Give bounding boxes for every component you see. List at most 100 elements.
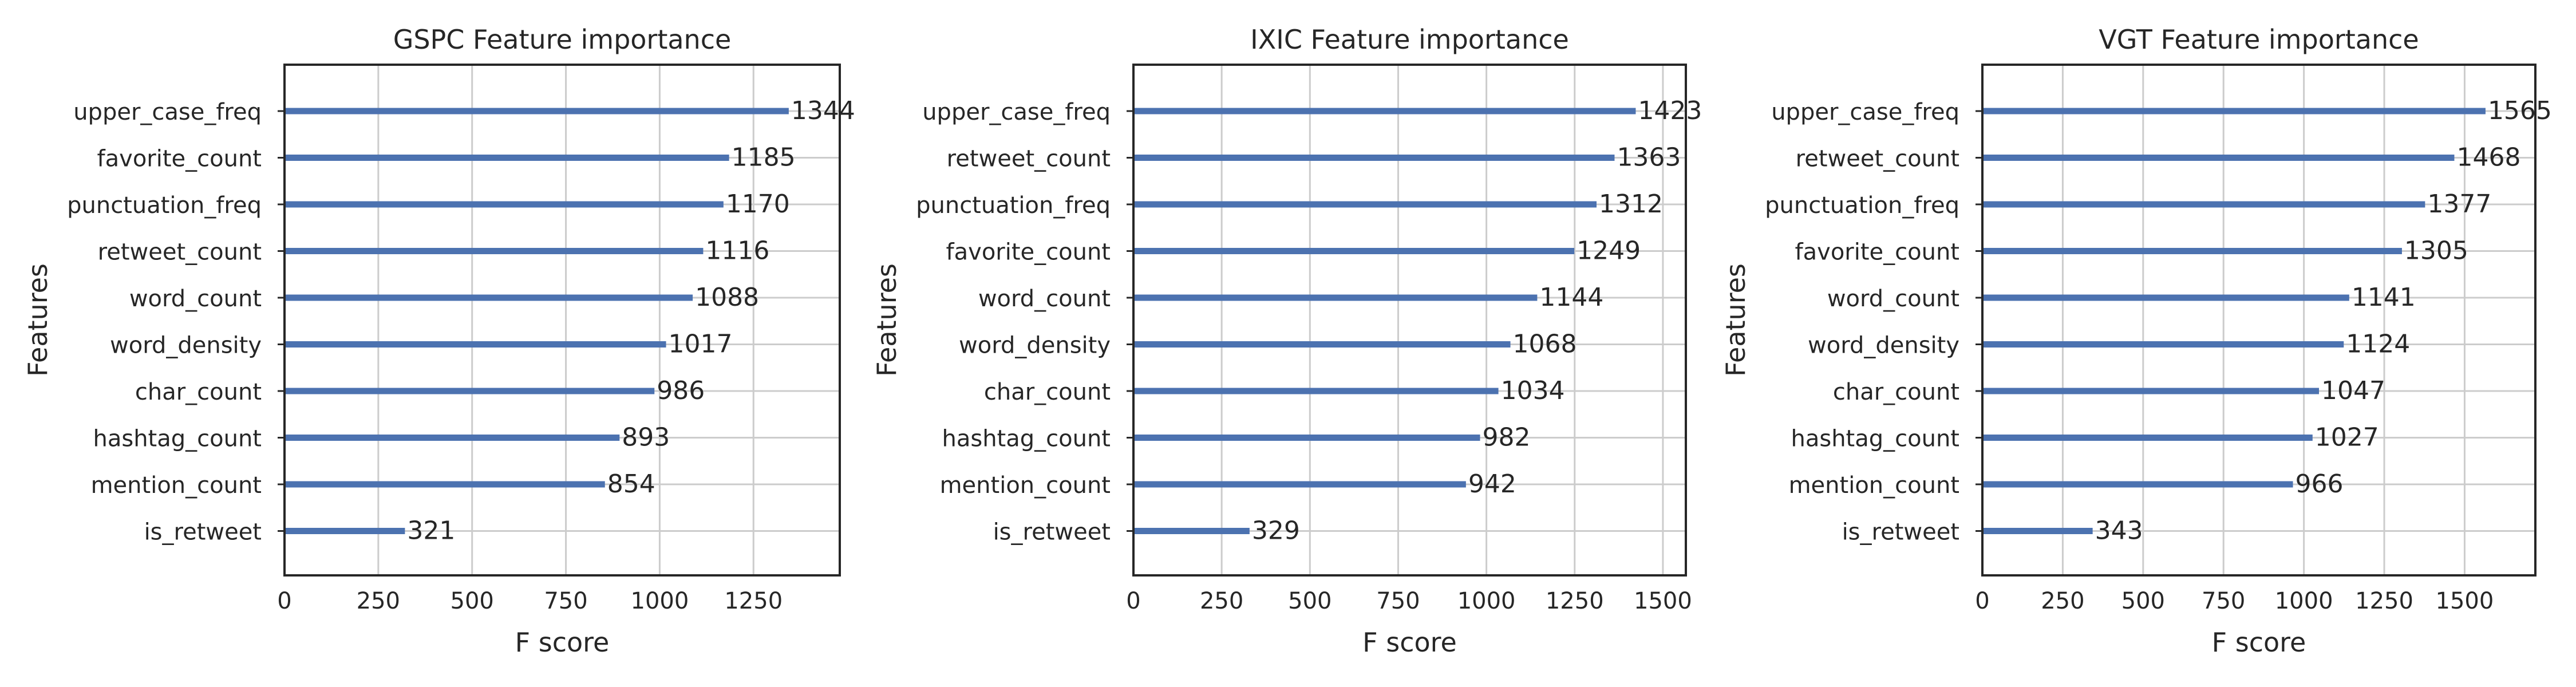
bar-value-label: 1027 xyxy=(2315,423,2379,452)
x-tick-label: 1000 xyxy=(631,588,689,614)
bar-value-label: 1017 xyxy=(669,330,733,359)
bar xyxy=(285,201,724,208)
bar xyxy=(1133,294,1538,301)
bar xyxy=(285,528,405,534)
x-tick-label: 750 xyxy=(1376,588,1420,614)
x-tick-label: 1500 xyxy=(1634,588,1692,614)
plot-frame xyxy=(1132,64,1687,577)
bar-value-label: 986 xyxy=(657,376,705,405)
x-tick-label: 0 xyxy=(277,588,291,614)
bar-value-label: 1363 xyxy=(1617,143,1681,172)
y-tick-label: retweet_count xyxy=(98,239,262,266)
bar-value-label: 1068 xyxy=(1513,330,1577,359)
bar xyxy=(1982,341,2344,348)
bar-value-label: 1034 xyxy=(1501,376,1565,405)
x-tick-label: 1000 xyxy=(2275,588,2333,614)
bar xyxy=(1982,108,2486,114)
y-axis-label: Features xyxy=(22,263,53,377)
y-tick-label: word_density xyxy=(1808,333,1959,359)
y-tick-label: char_count xyxy=(135,379,262,405)
bar xyxy=(285,155,729,161)
y-tick-label: char_count xyxy=(984,379,1111,405)
y-tick-label: is_retweet xyxy=(1842,519,1959,546)
x-tick-label: 250 xyxy=(357,588,400,614)
y-tick-label: favorite_count xyxy=(97,146,262,172)
bar xyxy=(285,294,693,301)
y-tick-label: word_density xyxy=(110,333,262,359)
x-axis-label: F score xyxy=(1362,627,1457,658)
x-axis-label: F score xyxy=(2212,627,2306,658)
y-tick-label: retweet_count xyxy=(1796,146,1959,172)
x-tick-label: 1250 xyxy=(2355,588,2413,614)
y-tick-label: upper_case_freq xyxy=(922,99,1111,125)
plot-frame xyxy=(1981,64,2537,577)
y-tick-label: word_density xyxy=(959,333,1111,359)
bar xyxy=(1982,435,2313,441)
bar-value-label: 1088 xyxy=(695,283,759,312)
bar xyxy=(285,388,655,394)
x-tick-label: 1000 xyxy=(1457,588,1516,614)
bar-value-label: 321 xyxy=(407,516,455,546)
bar-value-label: 854 xyxy=(607,469,655,499)
bar-value-label: 1377 xyxy=(2427,189,2491,219)
y-tick-label: word_count xyxy=(1827,286,1959,312)
bar xyxy=(1982,388,2320,394)
bar-value-label: 1116 xyxy=(705,236,769,266)
bar-value-label: 1423 xyxy=(1638,96,1702,125)
bar-value-label: 1249 xyxy=(1577,236,1641,266)
bar-value-label: 893 xyxy=(622,423,670,452)
bar xyxy=(1133,248,1575,254)
bar-value-label: 1144 xyxy=(1539,283,1603,312)
y-tick-label: is_retweet xyxy=(993,519,1111,546)
y-tick-label: mention_count xyxy=(940,472,1111,499)
bar-value-label: 329 xyxy=(1252,516,1300,546)
y-tick-label: punctuation_freq xyxy=(916,192,1111,219)
x-tick-label: 250 xyxy=(2041,588,2084,614)
x-tick-label: 500 xyxy=(2121,588,2165,614)
y-tick-label: mention_count xyxy=(1789,472,1959,499)
bar xyxy=(1133,155,1615,161)
bar-value-label: 1141 xyxy=(2352,283,2416,312)
bar-value-label: 982 xyxy=(1483,423,1531,452)
y-tick-label: punctuation_freq xyxy=(1765,192,1959,219)
chart-title: GSPC Feature importance xyxy=(393,24,732,55)
bar-value-label: 1185 xyxy=(732,143,796,172)
y-tick-label: retweet_count xyxy=(947,146,1111,172)
chart-panel-1: 0 250 500 750 1000 1250 1344 upper_case_freq 118… xyxy=(22,24,855,658)
y-tick-label: word_count xyxy=(978,286,1111,312)
x-tick-label: 0 xyxy=(1126,588,1140,614)
bar xyxy=(1133,435,1480,441)
bar xyxy=(1133,388,1499,394)
chart-title: VGT Feature importance xyxy=(2099,24,2419,55)
y-axis-label: Features xyxy=(871,263,902,377)
x-tick-label: 750 xyxy=(544,588,587,614)
chart-title: IXIC Feature importance xyxy=(1250,24,1569,55)
y-tick-label: char_count xyxy=(1833,379,1959,405)
x-tick-label: 750 xyxy=(2202,588,2245,614)
bar xyxy=(1133,528,1250,534)
bar xyxy=(285,435,620,441)
bar-value-label: 1565 xyxy=(2488,96,2552,125)
x-tick-label: 500 xyxy=(451,588,494,614)
bar xyxy=(285,108,789,114)
y-tick-label: mention_count xyxy=(91,472,262,499)
bar xyxy=(1133,481,1466,488)
y-tick-label: favorite_count xyxy=(946,239,1111,266)
chart-panel-2: 0 250 500 750 1000 1250 1500 1423 upper_case_fre… xyxy=(871,24,1702,658)
bar xyxy=(285,481,605,488)
bar-value-label: 966 xyxy=(2296,469,2344,499)
bar-value-label: 1344 xyxy=(791,96,855,125)
plot-frame xyxy=(283,64,841,577)
x-axis-label: F score xyxy=(515,627,610,658)
bar-value-label: 1468 xyxy=(2456,143,2520,172)
chart-panel-3: 0 250 500 750 1000 1250 1500 1565 upper_case_fre… xyxy=(1720,24,2552,658)
x-tick-label: 1250 xyxy=(1546,588,1604,614)
bar-value-label: 1312 xyxy=(1599,189,1663,219)
bar xyxy=(285,248,704,254)
bar xyxy=(1133,201,1597,208)
bar-value-label: 1047 xyxy=(2321,376,2385,405)
bar xyxy=(1982,528,2093,534)
bar xyxy=(1982,248,2402,254)
bar-value-label: 1124 xyxy=(2346,330,2410,359)
